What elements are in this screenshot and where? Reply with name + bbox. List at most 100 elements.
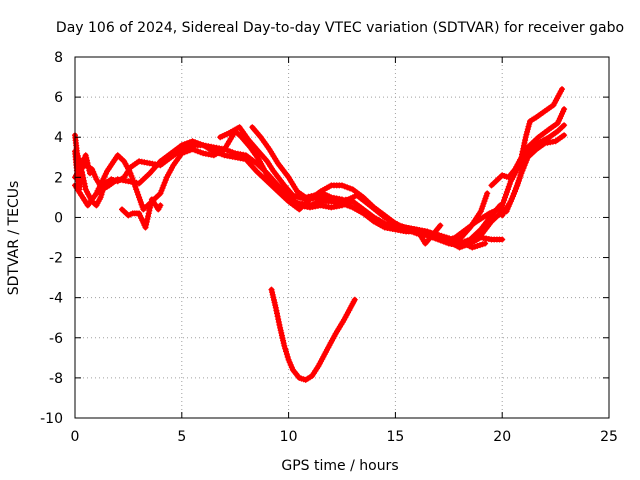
data-point-marker (130, 178, 137, 185)
data-point-marker (506, 181, 513, 187)
data-point-marker (339, 182, 345, 189)
data-point-marker (561, 106, 568, 113)
data-point-marker (178, 150, 185, 157)
data-point-marker (521, 162, 528, 169)
data-point-marker (194, 148, 201, 155)
x-tick-label: 0 (71, 429, 80, 445)
data-point-marker (98, 191, 105, 198)
data-point-marker (197, 149, 204, 156)
series-track-m (371, 218, 489, 251)
data-point-marker (524, 126, 531, 133)
series-track-j (499, 106, 568, 209)
data-point-marker (157, 202, 164, 209)
y-tick-label: 2 (54, 170, 63, 186)
data-point-marker (143, 221, 150, 228)
x-tick-label: 5 (177, 429, 186, 445)
data-point-marker (127, 170, 134, 177)
data-point-marker (499, 202, 506, 209)
data-point-marker (308, 193, 315, 200)
data-point-marker (160, 182, 167, 189)
data-point-marker (290, 198, 297, 205)
data-point-marker (184, 140, 191, 147)
y-tick-label: -4 (49, 291, 63, 307)
data-point-marker (339, 196, 345, 203)
data-point-marker (501, 197, 508, 204)
data-point-marker (276, 321, 283, 328)
series-track-dip (268, 286, 358, 383)
series-track-g (488, 86, 565, 189)
data-point-marker (503, 191, 509, 198)
series-line (269, 287, 358, 383)
y-tick-label: -6 (49, 331, 63, 347)
data-point-marker (344, 202, 351, 209)
data-point-marker (499, 236, 506, 243)
data-point-marker (285, 196, 292, 203)
data-point-marker (312, 200, 319, 207)
data-point-marker (526, 120, 533, 127)
data-point-marker (161, 179, 168, 186)
data-point-marker (524, 128, 531, 135)
chart-title: Day 106 of 2024, Sidereal Day-to-day VTE… (56, 20, 624, 36)
data-point-marker (186, 147, 193, 154)
data-point-marker (186, 139, 193, 146)
series-track-i (503, 132, 568, 215)
y-tick-label: 6 (54, 90, 63, 106)
series-line (217, 124, 505, 244)
series-track-e (249, 124, 345, 203)
data-point-marker (282, 345, 289, 352)
x-tick-label: 20 (493, 429, 511, 445)
data-point-marker (437, 222, 444, 229)
data-point-marker (178, 142, 185, 149)
data-point-marker (314, 191, 321, 198)
data-point-marker (482, 240, 489, 247)
axis-ticks: 0 5 10 15 20 25 -10 -8 -6 -4 -2 0 2 4 6 8 (40, 50, 618, 445)
y-tick-label: 8 (54, 50, 63, 66)
data-point-marker (561, 122, 568, 129)
data-point-marker (284, 354, 291, 360)
data-point-marker (302, 194, 309, 201)
y-tick-label: 0 (54, 210, 63, 226)
data-point-marker (197, 141, 204, 148)
x-tick-label: 25 (600, 429, 618, 445)
y-tick-label: -8 (49, 371, 63, 387)
data-point-marker (520, 165, 527, 171)
data-point-marker (309, 201, 316, 208)
data-point-marker (146, 207, 153, 214)
series-track-d (217, 124, 506, 245)
data-point-marker (344, 184, 351, 191)
data-series (72, 86, 568, 383)
data-point-marker (559, 86, 565, 93)
data-point-marker (293, 199, 300, 206)
x-tick-label: 10 (280, 429, 298, 445)
data-point-marker (281, 342, 288, 349)
y-tick-label: 4 (54, 130, 63, 146)
data-point-marker (522, 134, 529, 141)
data-point-marker (162, 177, 169, 183)
data-point-marker (157, 190, 164, 197)
data-point-marker (135, 191, 142, 198)
plot-frame (74, 56, 610, 419)
data-point-marker (351, 296, 358, 303)
data-point-marker (523, 157, 530, 163)
data-point-marker (184, 148, 191, 155)
data-point-marker (522, 137, 529, 144)
x-tick-label: 15 (386, 429, 404, 445)
data-point-marker (97, 194, 104, 201)
data-point-marker (502, 194, 508, 201)
data-point-marker (194, 140, 201, 147)
data-point-marker (144, 216, 151, 222)
data-point-marker (87, 170, 93, 177)
data-point-marker (283, 351, 290, 358)
data-point-marker (189, 138, 196, 145)
data-point-marker (347, 203, 353, 210)
data-point-marker (131, 181, 138, 187)
data-point-marker (128, 173, 135, 179)
data-point-marker (134, 189, 141, 195)
y-tick-label: -2 (49, 251, 63, 267)
grid-lines (75, 57, 609, 418)
data-point-marker (347, 185, 353, 192)
data-point-marker (518, 170, 525, 177)
data-point-marker (561, 132, 568, 139)
data-point-marker (505, 183, 512, 190)
